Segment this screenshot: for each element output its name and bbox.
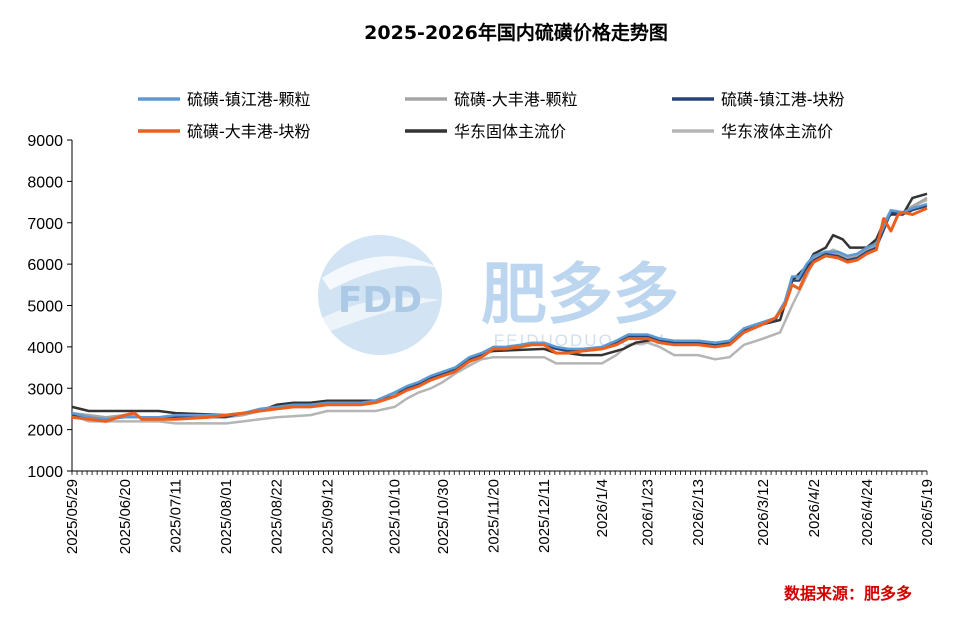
y-tick-label: 3000 <box>27 381 63 398</box>
series-line <box>71 206 928 423</box>
x-tick-label: 2026/4/2 <box>806 479 823 537</box>
x-tick-label: 2026/1/23 <box>640 479 657 546</box>
x-tick-label: 2025/07/11 <box>168 479 185 553</box>
watermark-logo-circle <box>318 235 442 355</box>
axes: 1000 2000 3000 4000 5000 6000 7000 8000 9000 2025… <box>27 133 936 554</box>
x-tick-label: 2025/08/22 <box>269 479 286 554</box>
x-tick-label: 2025/10/10 <box>387 479 404 554</box>
x-tick-label: 2026/5/19 <box>919 479 936 546</box>
series-group <box>71 192 928 425</box>
watermark-logo-text: FDD <box>338 280 422 321</box>
legend-label: 硫磺-镇江港-颗粒 <box>187 90 311 109</box>
source-note: 数据来源：肥多多 <box>784 584 912 603</box>
legend-label: 华东液体主流价 <box>721 122 833 141</box>
y-tick-label: 5000 <box>27 299 63 316</box>
y-tick-label: 4000 <box>27 340 63 357</box>
x-tick-label: 2025/05/29 <box>64 479 81 554</box>
watermark-logo-wave <box>322 297 440 332</box>
watermark-brand: 肥多多 <box>481 256 679 333</box>
series-line <box>71 192 928 417</box>
legend-label: 硫磺-大丰港-块粉 <box>187 122 311 141</box>
watermark-logo-wave <box>322 256 440 290</box>
x-tick-label: 2026/1/4 <box>594 479 611 537</box>
x-tick-label: 2025/08/01 <box>218 479 235 554</box>
x-tick-label: 2025/09/12 <box>319 479 336 554</box>
x-tick-label: 2026/2/13 <box>690 479 707 546</box>
x-tick-label: 2025/11/20 <box>485 479 502 553</box>
x-tick-label: 2026/4/24 <box>859 479 876 546</box>
chart-title: 2025-2026年国内硫磺价格走势图 <box>364 21 668 44</box>
y-tick-label: 6000 <box>27 257 63 274</box>
y-tick-label: 8000 <box>27 174 63 191</box>
y-tick-label: 1000 <box>27 464 63 481</box>
legend-label: 华东固体主流价 <box>454 122 566 141</box>
y-tick-label: 9000 <box>27 133 63 150</box>
x-tick-label: 2025/10/30 <box>435 479 452 554</box>
x-tick-label: 2026/3/12 <box>755 479 772 546</box>
series-line <box>71 202 928 421</box>
y-tick-label: 7000 <box>27 216 63 233</box>
legend-label: 硫磺-大丰港-颗粒 <box>454 90 578 109</box>
legend-label: 硫磺-镇江港-块粉 <box>721 90 845 109</box>
x-tick-label: 2025/06/20 <box>117 479 134 554</box>
x-tick-label: 2025/12/11 <box>536 479 553 553</box>
y-tick-label: 2000 <box>27 423 63 440</box>
watermark: FDD 肥多多 FEIDUODUO.COM <box>318 235 679 355</box>
